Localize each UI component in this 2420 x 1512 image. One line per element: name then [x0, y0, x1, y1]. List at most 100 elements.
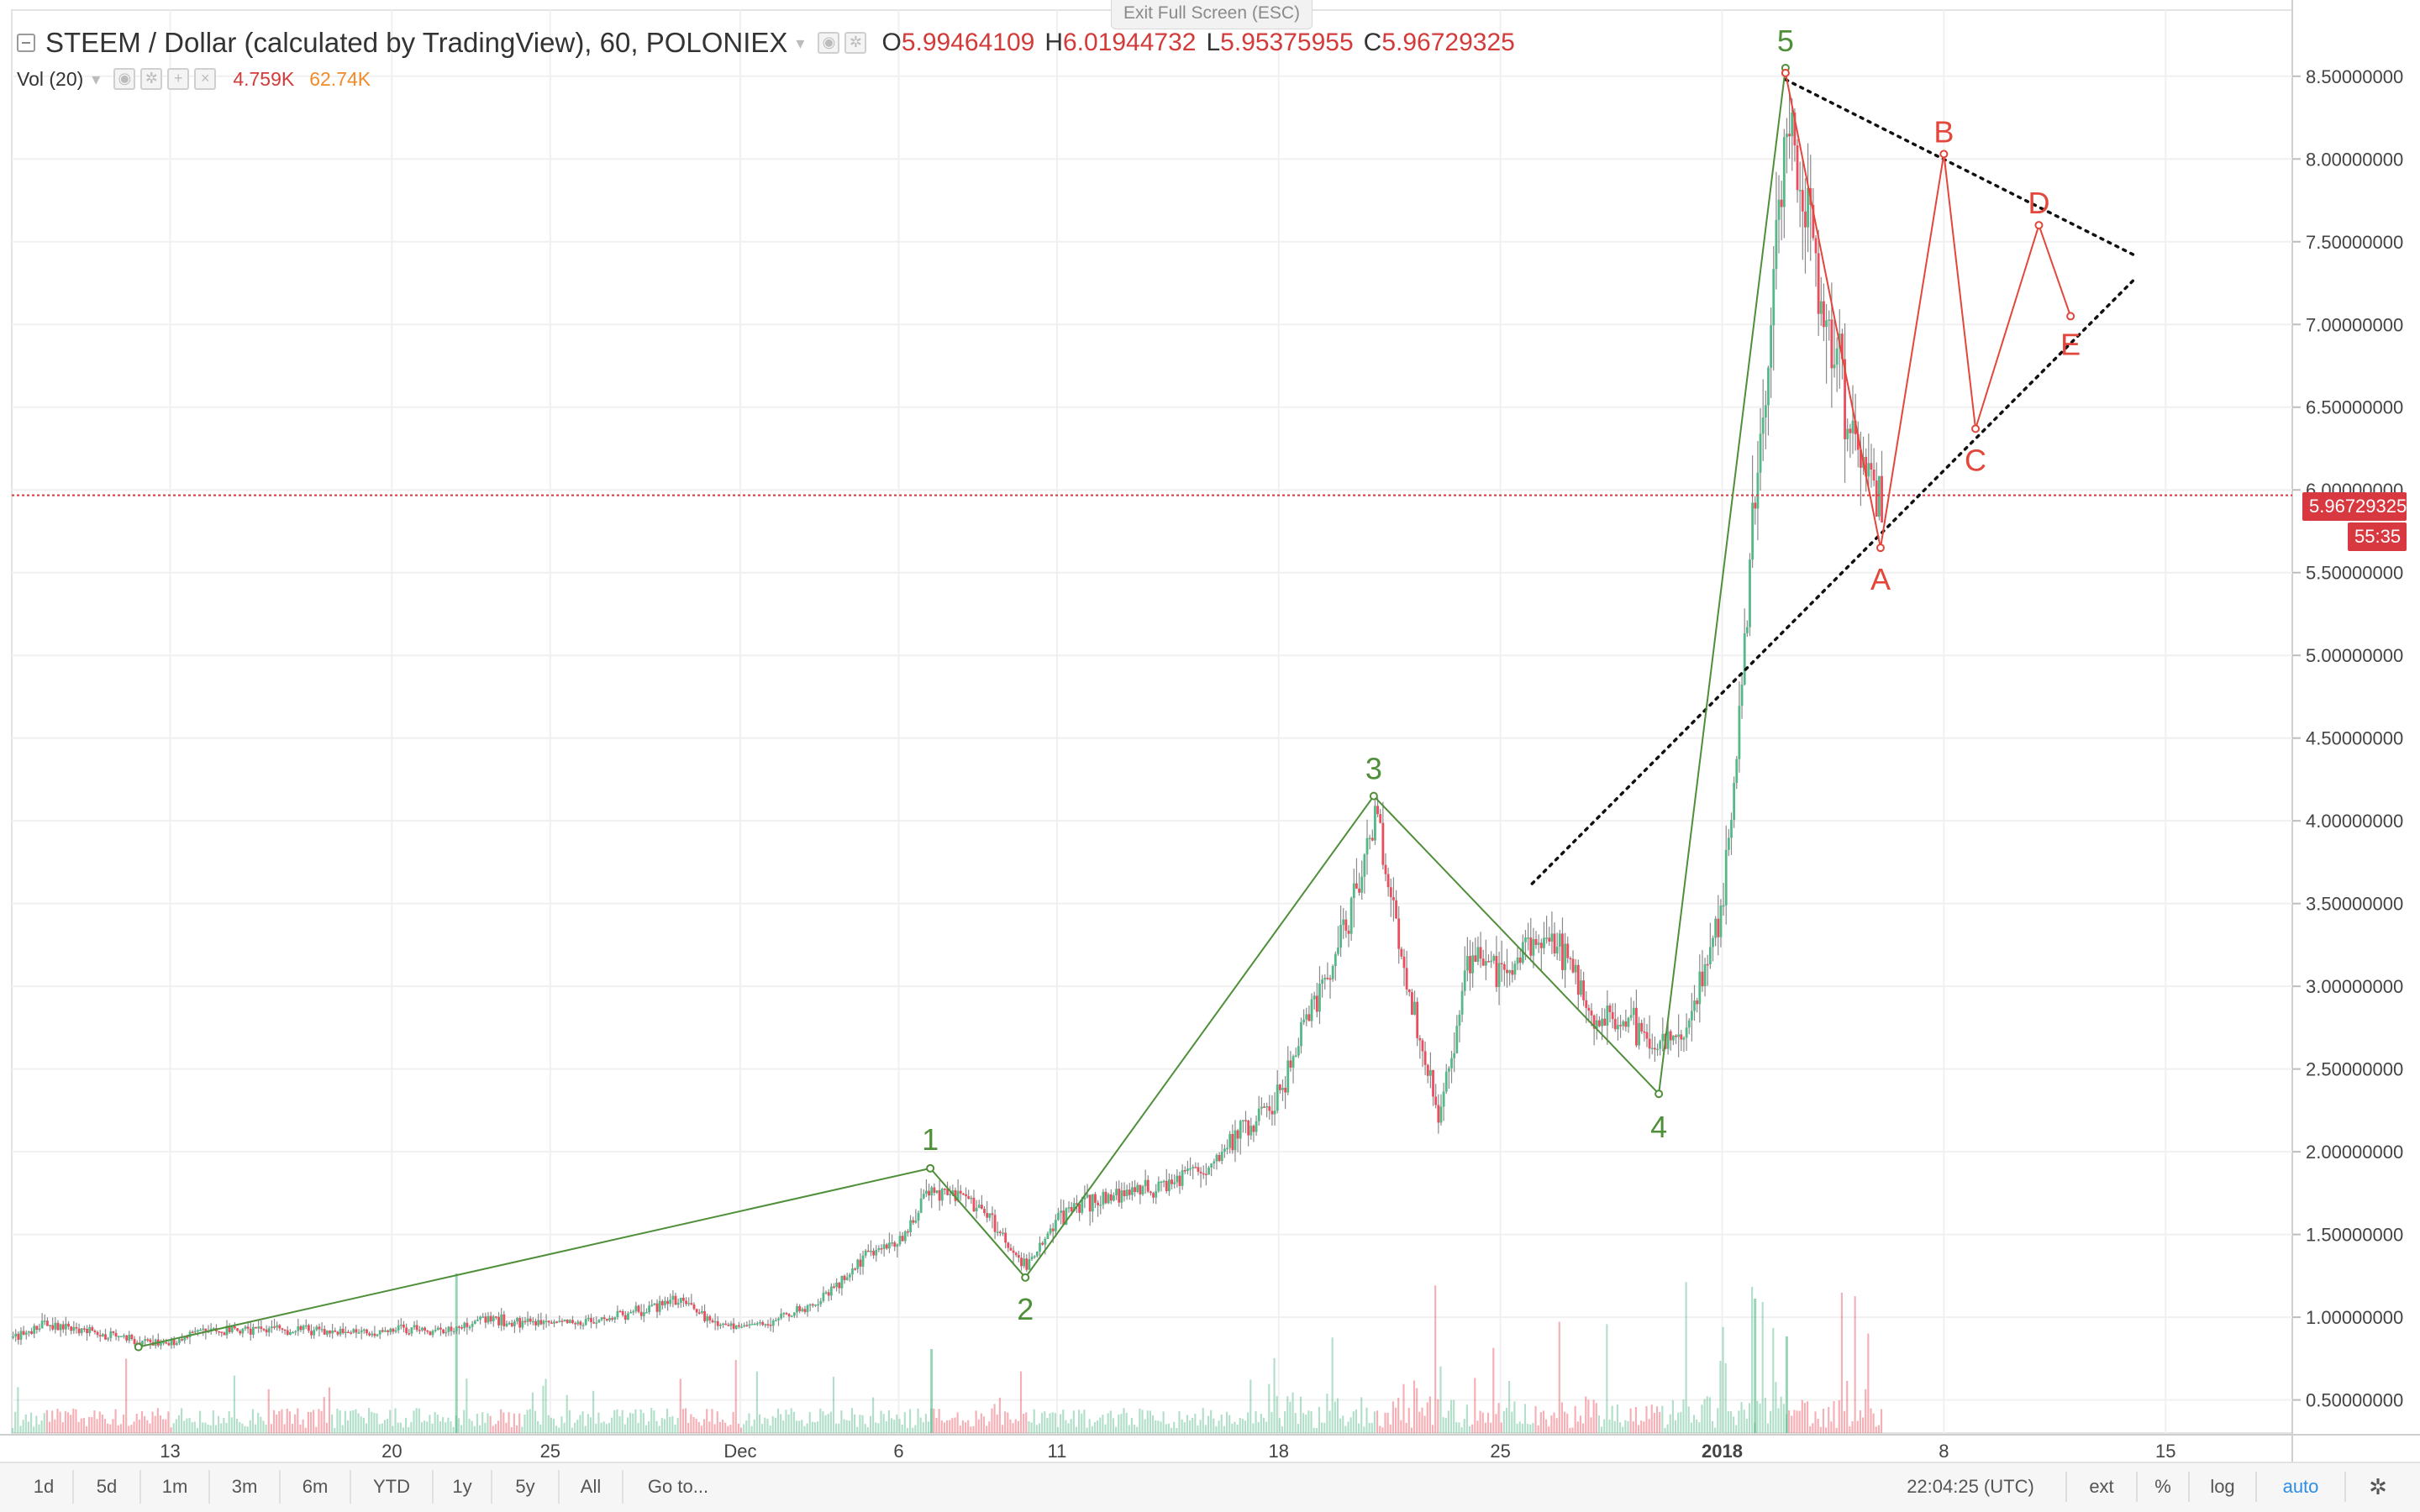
range-1m-button[interactable]: 1m [141, 1470, 210, 1504]
candle-body [1352, 883, 1355, 899]
candle-body [1580, 980, 1582, 995]
candle-body [655, 1303, 659, 1312]
eye-icon[interactable]: ◉ [818, 32, 840, 54]
impulse-wave-label: 3 [1365, 752, 1382, 786]
candle-body [397, 1325, 400, 1331]
candle-body [1500, 963, 1503, 965]
utc-clock[interactable]: 22:04:25 (UTC) [1907, 1476, 2034, 1497]
candle-body [922, 1194, 925, 1199]
range-1d-button[interactable]: 1d [15, 1470, 74, 1504]
auto-scale-toggle[interactable]: auto [2282, 1476, 2319, 1497]
candle-body [1081, 1199, 1084, 1213]
candle-body [1687, 1020, 1691, 1028]
volume-bar [230, 1417, 233, 1433]
symbol-title[interactable]: STEEM / Dollar (calculated by TradingVie… [45, 27, 788, 58]
gear-icon[interactable]: ✲ [2369, 1474, 2387, 1499]
volume-bar [843, 1419, 845, 1433]
candle-body [141, 1341, 144, 1345]
go-to-date-button[interactable]: Go to... [647, 1476, 709, 1497]
candle-body [1506, 969, 1508, 974]
collapse-legend-icon[interactable] [17, 34, 35, 52]
candle-body [940, 1188, 944, 1201]
exit-fullscreen-button[interactable]: Exit Full Screen (ESC) [1111, 0, 1313, 29]
volume-bar [648, 1421, 650, 1433]
candle-body [1474, 955, 1477, 962]
volume-bar [1569, 1427, 1571, 1433]
candle-body [674, 1295, 677, 1305]
candle-body [1413, 1001, 1416, 1015]
candle-body [706, 1316, 709, 1321]
candle-body [1241, 1120, 1244, 1121]
candle-body [1136, 1184, 1139, 1193]
candle-body [713, 1320, 717, 1323]
candle-body [1231, 1134, 1234, 1151]
volume-bar [1270, 1412, 1273, 1433]
volume-bar [1481, 1412, 1484, 1433]
range-3m-button[interactable]: 3m [210, 1470, 281, 1504]
volume-bar [196, 1427, 199, 1433]
range-5y-button[interactable]: 5y [492, 1470, 560, 1504]
candle-body [112, 1331, 115, 1333]
volume-bar [845, 1420, 848, 1433]
candle-body [1574, 964, 1577, 973]
candle-body [790, 1315, 793, 1317]
volume-bar [632, 1413, 634, 1433]
candle-body [991, 1213, 994, 1215]
candle-body [1007, 1242, 1010, 1248]
candle-body [919, 1198, 923, 1213]
candle-body [1252, 1126, 1255, 1132]
volume-bar [159, 1415, 162, 1433]
extended-hours-toggle[interactable]: ext [2089, 1476, 2114, 1497]
volume-bar [1278, 1418, 1281, 1433]
candle-body [230, 1326, 234, 1332]
percent-scale-toggle[interactable]: % [2154, 1476, 2171, 1497]
candle-body [645, 1312, 648, 1314]
volume-bar [666, 1409, 669, 1433]
range-1y-button[interactable]: 1y [434, 1470, 492, 1504]
close-icon[interactable]: × [194, 68, 217, 90]
candle-body [476, 1319, 479, 1321]
candle-body [724, 1323, 728, 1326]
range-all-button[interactable]: All [560, 1470, 623, 1504]
volume-bar [887, 1410, 891, 1433]
volume-bar [1463, 1419, 1465, 1433]
gear-icon[interactable]: ✲ [140, 68, 163, 90]
range-6m-button[interactable]: 6m [281, 1470, 351, 1504]
candle-body [1481, 958, 1485, 966]
candle-body [1395, 900, 1397, 919]
candle-body [1786, 134, 1788, 138]
volume-bar [1835, 1427, 1838, 1433]
volume-bar [128, 1425, 130, 1433]
candle-body [1004, 1232, 1007, 1243]
candle-body [1278, 1084, 1281, 1090]
volume-bar [769, 1425, 771, 1433]
volume-bar [426, 1421, 429, 1433]
eye-icon[interactable]: ◉ [113, 68, 136, 90]
candle-body [202, 1328, 205, 1331]
volume-bar [51, 1410, 54, 1433]
candle-body [104, 1334, 107, 1340]
candle-body [1326, 978, 1329, 979]
volume-bar [1405, 1422, 1407, 1433]
correction-wave-point [2066, 312, 2075, 321]
candle-body [220, 1331, 224, 1333]
candle-body [1878, 475, 1881, 517]
range-5d-button[interactable]: 5d [74, 1470, 141, 1504]
volume-bar [218, 1415, 220, 1433]
candle-body [355, 1329, 358, 1333]
volume-bar [1856, 1420, 1859, 1433]
log-scale-toggle[interactable]: log [2210, 1476, 2235, 1497]
volume-bar [1576, 1421, 1579, 1433]
volume-bar [1629, 1408, 1632, 1433]
correction-wave-label: C [1965, 443, 1986, 477]
plus-icon[interactable]: + [167, 68, 190, 90]
chevron-down-icon[interactable]: ▾ [796, 34, 805, 53]
gear-icon[interactable]: ✲ [844, 32, 867, 54]
chevron-down-icon[interactable]: ▾ [92, 70, 101, 89]
volume-title[interactable]: Vol (20) [17, 67, 84, 90]
volume-bar [487, 1413, 489, 1433]
volume-bar [1687, 1406, 1690, 1433]
candle-body [246, 1326, 250, 1329]
range-ytd-button[interactable]: YTD [351, 1470, 434, 1504]
